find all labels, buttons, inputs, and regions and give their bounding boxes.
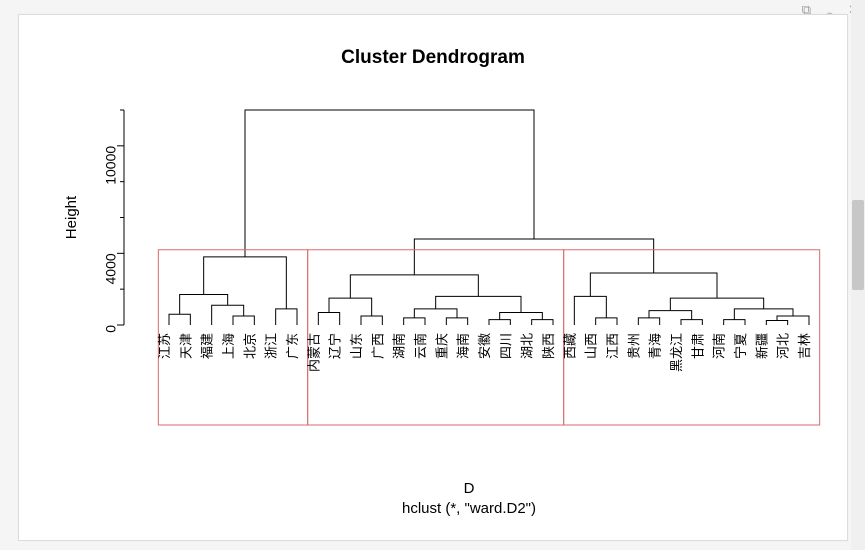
branch — [212, 305, 244, 325]
branch — [500, 312, 543, 319]
leaf-label: 新疆 — [754, 333, 769, 359]
leaf-label: 广东 — [285, 333, 300, 359]
leaf-label: 四川 — [498, 333, 513, 359]
branch — [245, 110, 534, 257]
leaf-label: 广西 — [370, 333, 385, 359]
branch — [489, 320, 510, 325]
branch — [180, 295, 228, 315]
leaf-label: 贵州 — [626, 333, 641, 359]
leaf-label: 重庆 — [434, 333, 449, 359]
leaf-label: 湖南 — [392, 333, 407, 359]
leaf-label: 北京 — [242, 333, 257, 359]
leaf-label: 吉林 — [797, 333, 812, 359]
leaf-label: 安徽 — [477, 333, 492, 359]
app-window: ⧉ ︽ ✕ Cluster Dendrogram0400010000Height… — [0, 0, 865, 550]
leaf-label: 青海 — [648, 333, 663, 359]
leaf-label: 上海 — [221, 333, 236, 359]
branch — [276, 309, 297, 325]
chart-title: Cluster Dendrogram — [341, 47, 525, 68]
y-axis-label: Height — [63, 195, 80, 239]
leaf-label: 甘肃 — [690, 333, 705, 359]
branch — [596, 318, 617, 325]
leaf-label: 天津 — [178, 333, 193, 359]
leaf-label: 福建 — [200, 333, 215, 359]
leaf-label: 辽宁 — [328, 333, 343, 359]
dendrogram-chart: Cluster Dendrogram 0 4000 10000 Height 江苏天津福建… — [19, 15, 847, 540]
branch — [169, 314, 190, 325]
leaf-label: 内蒙古 — [306, 333, 321, 372]
x-axis-label: D — [464, 480, 475, 497]
y-tick-label: 4000 — [103, 253, 119, 284]
branch — [329, 298, 372, 316]
branch — [414, 309, 457, 318]
chart-panel: Cluster Dendrogram 0 4000 10000 Height 江苏天津福建… — [18, 14, 848, 541]
dendrogram-branches — [169, 110, 809, 325]
leaf-label: 湖北 — [520, 333, 535, 359]
leaf-label: 浙江 — [264, 333, 279, 359]
leaf-label: 云南 — [413, 333, 428, 359]
branch — [766, 321, 787, 325]
branch — [574, 296, 606, 325]
scrollbar-track[interactable] — [851, 0, 865, 550]
leaf-label: 陕西 — [541, 333, 556, 359]
leaf-label: 西藏 — [562, 333, 577, 359]
leaf-label: 宁夏 — [733, 333, 748, 359]
leaf-label: 山西 — [584, 333, 599, 359]
leaf-label: 河南 — [712, 333, 727, 359]
leaf-label: 海南 — [456, 333, 471, 359]
branch — [532, 320, 553, 325]
branch — [681, 320, 702, 325]
branch — [638, 318, 659, 325]
branch — [204, 257, 287, 309]
branch — [590, 273, 717, 298]
branch — [318, 312, 339, 325]
y-tick-label: 10000 — [103, 146, 119, 185]
branch — [404, 318, 425, 325]
branch — [361, 316, 382, 325]
branch — [734, 309, 793, 320]
chart-subtitle: hclust (*, "ward.D2") — [402, 500, 536, 517]
leaf-label: 江西 — [605, 333, 620, 359]
branch — [446, 318, 467, 325]
branch — [350, 275, 478, 298]
branch — [233, 316, 254, 325]
leaf-label: 江苏 — [157, 333, 172, 359]
branch — [724, 320, 745, 325]
y-tick-label: 0 — [103, 325, 119, 333]
leaf-label: 河北 — [776, 333, 791, 359]
scrollbar-thumb[interactable] — [852, 200, 864, 290]
branch — [414, 239, 653, 275]
leaf-label: 山东 — [349, 333, 364, 359]
branch — [436, 296, 521, 312]
leaf-label: 黑龙江 — [669, 333, 684, 372]
